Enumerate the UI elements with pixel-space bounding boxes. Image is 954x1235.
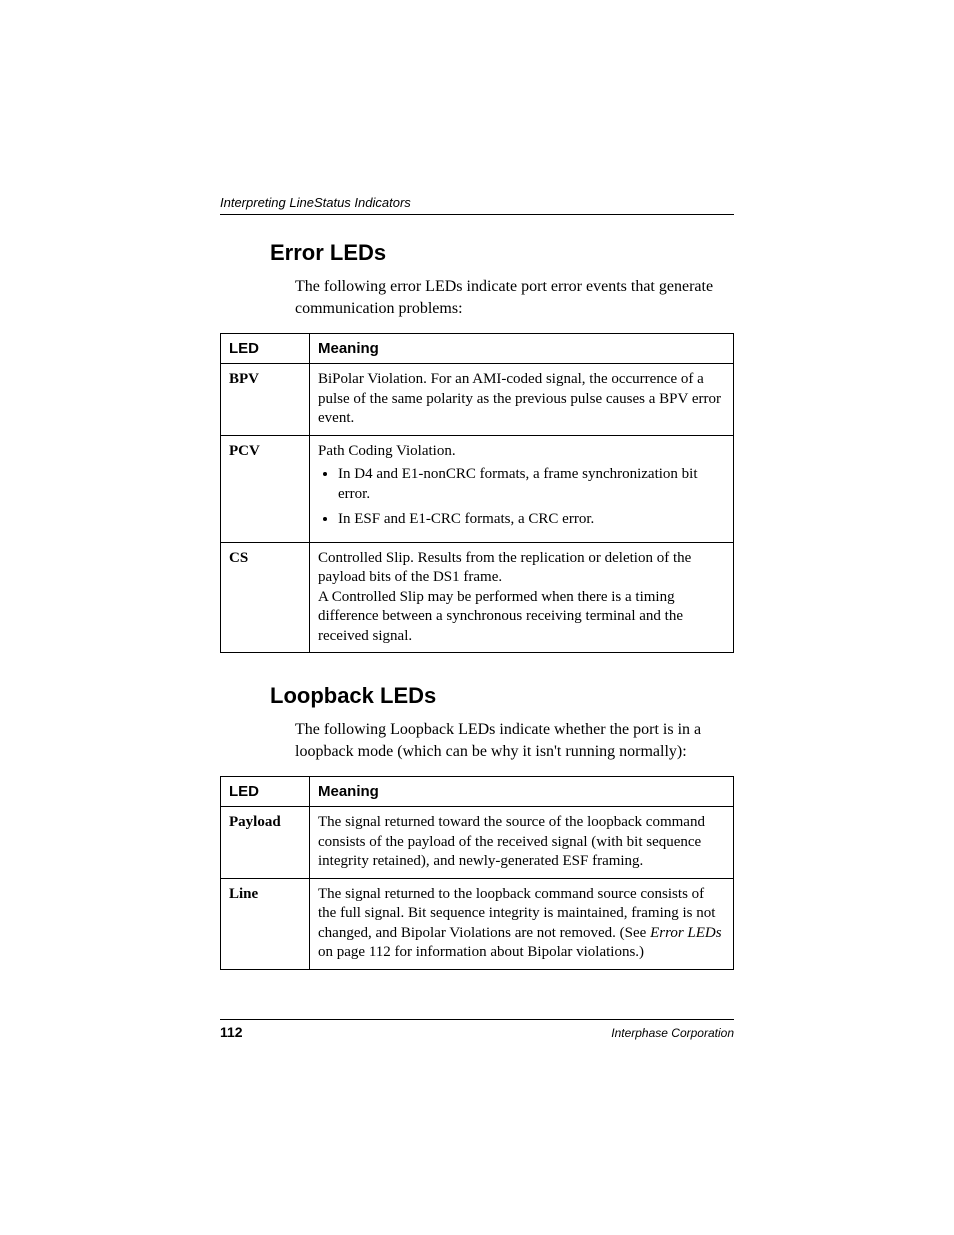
content-area: Error LEDs The following error LEDs indi…: [220, 240, 734, 970]
cell-meaning-text: Path Coding Violation.: [318, 443, 456, 459]
col-header-meaning: Meaning: [310, 777, 734, 807]
cell-led-name: BPV: [221, 364, 310, 436]
table-error-leds: LED Meaning BPV BiPolar Violation. For a…: [220, 333, 734, 653]
running-head-text: Interpreting LineStatus Indicators: [220, 195, 734, 210]
intro-error-leds: The following error LEDs indicate port e…: [295, 276, 734, 319]
cell-meaning: BiPolar Violation. For an AMI-coded sign…: [310, 364, 734, 436]
heading-error-leds: Error LEDs: [270, 240, 734, 266]
cell-meaning-text: Controlled Slip. Results from the replic…: [318, 550, 691, 586]
intro-loopback-leds: The following Loopback LEDs indicate whe…: [295, 719, 734, 762]
list-item: In D4 and E1-nonCRC formats, a frame syn…: [338, 465, 725, 504]
page: Interpreting LineStatus Indicators Error…: [0, 0, 954, 1235]
cell-bullet-list: In D4 and E1-nonCRC formats, a frame syn…: [318, 465, 725, 530]
page-footer: 112 Interphase Corporation: [220, 1019, 734, 1040]
cell-led-name: PCV: [221, 435, 310, 542]
cell-meaning: Path Coding Violation. In D4 and E1-nonC…: [310, 435, 734, 542]
table-loopback-leds: LED Meaning Payload The signal returned …: [220, 776, 734, 970]
table-row: CS Controlled Slip. Results from the rep…: [221, 542, 734, 653]
cell-meaning: The signal returned toward the source of…: [310, 807, 734, 879]
table-row: Payload The signal returned toward the s…: [221, 807, 734, 879]
cross-ref: Error LEDs: [650, 925, 722, 941]
cell-led-name: Payload: [221, 807, 310, 879]
cell-meaning: Controlled Slip. Results from the replic…: [310, 542, 734, 653]
heading-loopback-leds: Loopback LEDs: [270, 683, 734, 709]
cell-led-name: Line: [221, 878, 310, 969]
running-head: Interpreting LineStatus Indicators: [220, 195, 734, 215]
page-number: 112: [220, 1024, 243, 1040]
cell-led-name: CS: [221, 542, 310, 653]
running-head-rule: [220, 214, 734, 215]
cell-meaning-post: on page 112 for information about Bipola…: [318, 944, 644, 960]
col-header-meaning: Meaning: [310, 334, 734, 364]
cell-meaning-text-2: A Controlled Slip may be performed when …: [318, 589, 683, 644]
table-row: BPV BiPolar Violation. For an AMI-coded …: [221, 364, 734, 436]
col-header-led: LED: [221, 334, 310, 364]
table-header-row: LED Meaning: [221, 777, 734, 807]
table-row: Line The signal returned to the loopback…: [221, 878, 734, 969]
footer-rule: [220, 1019, 734, 1020]
cell-meaning: The signal returned to the loopback comm…: [310, 878, 734, 969]
list-item: In ESF and E1-CRC formats, a CRC error.: [338, 510, 725, 530]
col-header-led: LED: [221, 777, 310, 807]
footer-org: Interphase Corporation: [611, 1026, 734, 1040]
footer-row: 112 Interphase Corporation: [220, 1024, 734, 1040]
table-header-row: LED Meaning: [221, 334, 734, 364]
table-row: PCV Path Coding Violation. In D4 and E1-…: [221, 435, 734, 542]
